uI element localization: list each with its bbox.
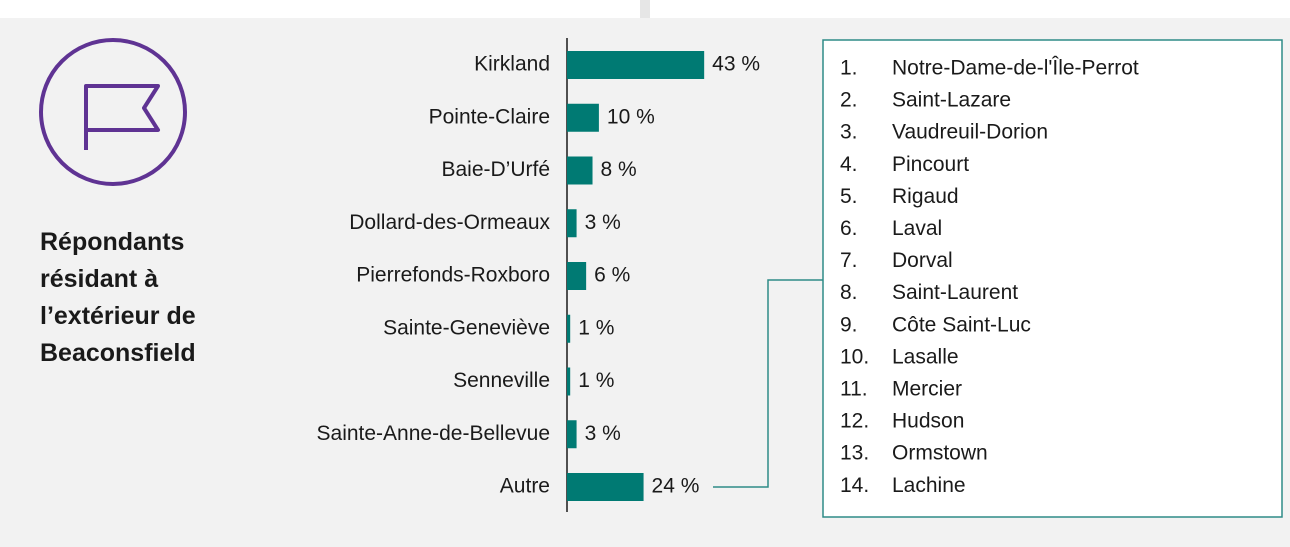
bar <box>567 209 577 238</box>
bar <box>567 473 644 501</box>
list-number: 6. <box>840 217 858 240</box>
bar <box>567 420 577 449</box>
list-number: 12. <box>840 410 869 433</box>
category-label: Dollard-des-Ormeaux <box>349 211 550 234</box>
list-number: 7. <box>840 249 858 272</box>
list-name: Dorval <box>892 249 953 272</box>
list-name: Pincourt <box>892 153 969 176</box>
tab-gap <box>640 0 650 18</box>
list-name: Notre-Dame-de-l'Île-Perrot <box>892 57 1139 80</box>
list-number: 5. <box>840 185 858 208</box>
value-label: 10 % <box>607 105 655 128</box>
list-name: Côte Saint-Luc <box>892 313 1031 336</box>
bar <box>567 51 705 79</box>
list-box <box>822 39 1283 518</box>
flag-icon <box>84 84 160 150</box>
connector <box>713 279 823 488</box>
list-name: Hudson <box>892 410 964 433</box>
list-number: 10. <box>840 345 869 368</box>
category-label: Kirkland <box>474 53 550 76</box>
category-label: Baie-D’Urfé <box>441 158 550 181</box>
category-label: Pointe-Claire <box>429 105 550 128</box>
value-label: 8 % <box>601 158 637 181</box>
list-name: Vaudreuil-Dorion <box>892 121 1048 144</box>
title-wrap: Répondants résidant à l’extérieur de Bea… <box>40 228 196 367</box>
list-number: 4. <box>840 153 858 176</box>
list-name: Laval <box>892 217 942 240</box>
list-number: 1. <box>840 57 858 80</box>
list-number: 13. <box>840 442 869 465</box>
list-number: 11. <box>840 378 868 401</box>
category-label: Autre <box>500 475 550 498</box>
bar <box>567 367 571 396</box>
list-number: 8. <box>840 281 858 304</box>
list-name: Ormstown <box>892 442 988 465</box>
category-label: Sainte-Anne-de-Bellevue <box>317 422 550 445</box>
list-number: 2. <box>840 89 858 112</box>
category-label: Senneville <box>453 369 550 392</box>
value-label: 1 % <box>578 369 614 392</box>
value-label: 1 % <box>578 316 614 339</box>
category-label: Pierrefonds-Roxboro <box>356 264 550 287</box>
list-name: Lasalle <box>892 345 959 368</box>
icon-circle <box>39 38 187 186</box>
list-number: 9. <box>840 313 858 336</box>
list-number: 14. <box>840 474 869 497</box>
list-number: 3. <box>840 121 858 144</box>
list-name: Saint-Lazare <box>892 89 1011 112</box>
bar <box>567 156 593 185</box>
value-label: 3 % <box>585 211 621 234</box>
list-name: Saint-Laurent <box>892 281 1018 304</box>
bar <box>567 262 587 290</box>
bar <box>567 314 571 343</box>
list-name: Lachine <box>892 474 966 497</box>
value-label: 24 % <box>652 475 700 498</box>
category-label: Sainte-Geneviève <box>383 316 550 339</box>
list-name: Mercier <box>892 378 962 401</box>
value-label: 6 % <box>594 264 630 287</box>
value-label: 3 % <box>585 422 621 445</box>
bar <box>567 103 599 132</box>
value-label: 43 % <box>712 53 760 76</box>
chart-title: Répondants résidant à l’extérieur de Bea… <box>40 228 196 367</box>
list-name: Rigaud <box>892 185 959 208</box>
